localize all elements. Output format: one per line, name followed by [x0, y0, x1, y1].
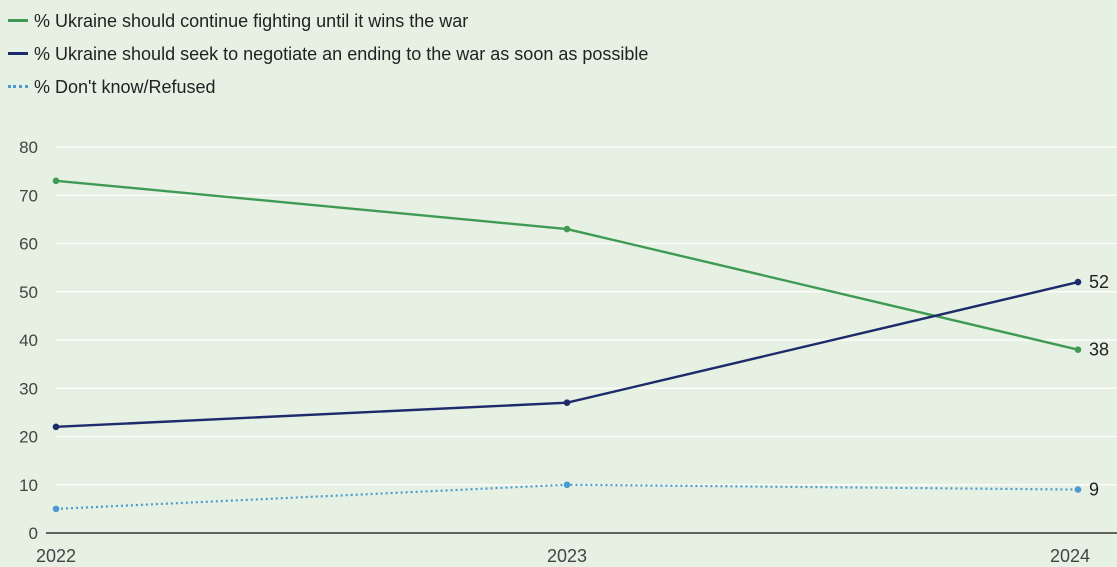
legend-item-dont-know: % Don't know/Refused — [8, 70, 648, 103]
y-tick-label: 70 — [19, 186, 38, 205]
y-tick-label: 0 — [29, 524, 38, 543]
data-point — [52, 505, 60, 513]
y-tick-label: 80 — [19, 138, 38, 157]
data-point — [563, 225, 571, 233]
series-line-0 — [55, 179, 1079, 351]
data-point — [563, 481, 571, 489]
series-lines — [52, 177, 1082, 513]
x-tick-label: 2024 — [1050, 546, 1090, 566]
legend-swatch-negotiate — [8, 52, 28, 55]
y-tick-label: 10 — [19, 476, 38, 495]
data-point — [52, 177, 60, 185]
x-tick-label: 2022 — [36, 546, 76, 566]
data-point — [1074, 486, 1082, 493]
y-tick-label: 40 — [19, 331, 38, 350]
series-line-2 — [55, 483, 1079, 510]
legend-item-negotiate: % Ukraine should seek to negotiate an en… — [8, 37, 648, 70]
legend-label-negotiate: % Ukraine should seek to negotiate an en… — [34, 43, 649, 64]
data-point — [1074, 346, 1082, 353]
y-tick-label: 30 — [19, 379, 38, 398]
data-point — [52, 423, 60, 431]
end-value-label: 38 — [1089, 340, 1109, 360]
legend-swatch-continue-fighting — [8, 19, 28, 22]
legend-swatch-dont-know — [8, 85, 28, 88]
end-value-label: 9 — [1089, 480, 1099, 500]
data-point — [1074, 278, 1082, 286]
x-tick-label: 2023 — [547, 546, 587, 566]
gridlines — [56, 146, 1117, 486]
y-tick-label: 20 — [19, 428, 38, 447]
data-labels: 38 52 9 — [1089, 272, 1109, 499]
end-value-label: 52 — [1089, 272, 1109, 292]
data-point — [563, 399, 571, 407]
y-tick-label: 60 — [19, 235, 38, 254]
legend-label-dont-know: % Don't know/Refused — [34, 76, 216, 97]
legend: % Ukraine should continue fighting until… — [8, 4, 648, 103]
legend-label-continue-fighting: % Ukraine should continue fighting until… — [34, 10, 469, 31]
axes: 0 10 20 30 40 50 60 70 80 2022 2023 2024 — [19, 138, 1117, 566]
legend-item-continue-fighting: % Ukraine should continue fighting until… — [8, 4, 648, 37]
y-tick-label: 50 — [19, 283, 38, 302]
